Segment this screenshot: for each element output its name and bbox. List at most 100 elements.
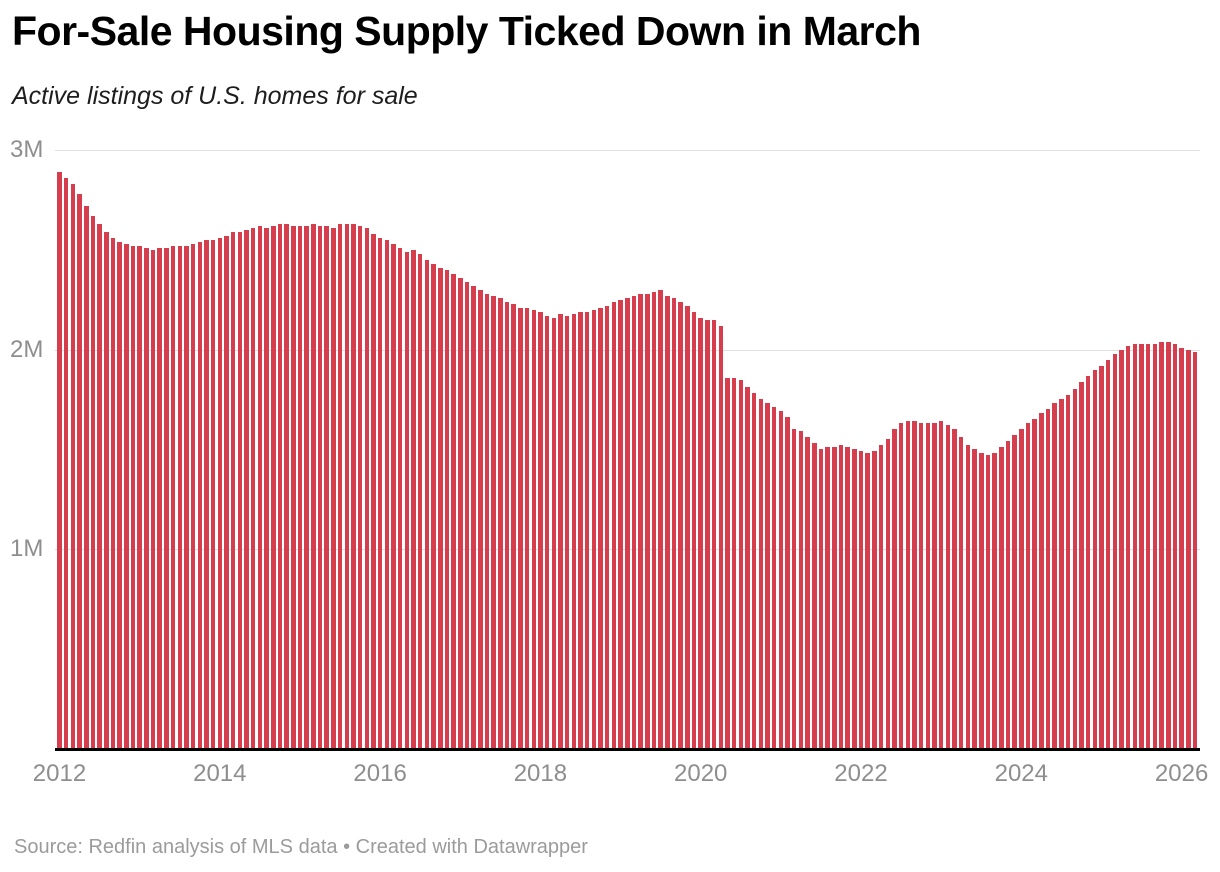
bar-2023-09[interactable]	[992, 453, 997, 748]
bar-2017-08[interactable]	[504, 301, 510, 748]
bar-2023-11[interactable]	[1005, 441, 1011, 748]
bar-2014-09[interactable]	[271, 226, 276, 748]
bar-2013-03[interactable]	[150, 250, 156, 748]
bar-2017-04[interactable]	[478, 289, 483, 748]
bar-2021-08[interactable]	[825, 447, 830, 748]
bar-2013-02[interactable]	[144, 248, 149, 748]
bar-2022-01[interactable]	[858, 451, 864, 748]
bar-2024-06[interactable]	[1052, 403, 1057, 748]
bar-2016-11[interactable]	[444, 269, 450, 748]
bar-2012-05[interactable]	[84, 206, 89, 748]
bar-2019-10[interactable]	[678, 301, 683, 748]
bar-2018-04[interactable]	[558, 313, 563, 748]
bar-2016-05[interactable]	[404, 252, 410, 748]
bar-2024-09[interactable]	[1072, 389, 1077, 748]
bar-2019-05[interactable]	[645, 293, 650, 748]
bar-2020-08[interactable]	[745, 387, 750, 748]
bar-2017-03[interactable]	[471, 285, 476, 748]
bar-2014-07[interactable]	[257, 226, 263, 748]
bar-2025-04[interactable]	[1119, 349, 1124, 748]
bar-2020-12[interactable]	[771, 407, 777, 748]
bar-2024-05[interactable]	[1045, 409, 1051, 748]
bar-2013-04[interactable]	[157, 248, 162, 748]
bar-2025-03[interactable]	[1112, 353, 1118, 748]
bar-2014-06[interactable]	[250, 228, 256, 748]
bar-2015-05[interactable]	[324, 226, 329, 748]
bar-2016-01[interactable]	[377, 238, 383, 748]
bar-2024-01[interactable]	[1019, 429, 1024, 748]
bar-2024-11[interactable]	[1085, 375, 1091, 748]
bar-2020-07[interactable]	[738, 379, 744, 748]
bar-2013-09[interactable]	[190, 244, 196, 748]
bar-2015-09[interactable]	[351, 224, 356, 748]
bar-2022-10[interactable]	[918, 423, 924, 748]
bar-2021-01[interactable]	[778, 411, 784, 748]
bar-2016-12[interactable]	[451, 273, 456, 748]
bar-2015-11[interactable]	[364, 228, 370, 748]
bar-2012-08[interactable]	[104, 232, 109, 748]
bar-2026-01[interactable]	[1179, 347, 1184, 748]
bar-2025-02[interactable]	[1105, 359, 1111, 748]
bar-2014-05[interactable]	[244, 230, 249, 748]
bar-2022-04[interactable]	[878, 445, 884, 748]
bar-2021-09[interactable]	[832, 447, 837, 748]
bar-2021-12[interactable]	[852, 449, 857, 748]
bar-2013-11[interactable]	[204, 240, 209, 748]
bar-2024-07[interactable]	[1059, 399, 1064, 748]
bar-2021-06[interactable]	[812, 443, 817, 748]
bar-2015-07[interactable]	[337, 224, 343, 748]
bar-2021-05[interactable]	[805, 437, 810, 748]
bar-2020-04[interactable]	[718, 325, 724, 748]
bar-2015-01[interactable]	[297, 226, 303, 748]
bar-2022-08[interactable]	[905, 421, 911, 748]
bar-2024-10[interactable]	[1079, 381, 1084, 748]
bar-2014-11[interactable]	[284, 224, 289, 748]
bar-2012-03[interactable]	[70, 184, 76, 748]
bar-2019-12[interactable]	[691, 311, 697, 748]
bar-2014-12[interactable]	[291, 226, 296, 748]
bar-2016-04[interactable]	[397, 248, 403, 748]
bar-2021-03[interactable]	[791, 429, 797, 748]
bar-2017-05[interactable]	[484, 293, 490, 748]
bar-2023-05[interactable]	[965, 445, 971, 748]
bar-2016-06[interactable]	[411, 250, 416, 748]
bar-2018-09[interactable]	[591, 309, 597, 748]
bar-2024-04[interactable]	[1039, 413, 1044, 748]
bar-2019-06[interactable]	[651, 291, 657, 748]
bar-2022-07[interactable]	[898, 423, 904, 748]
bar-2018-01[interactable]	[538, 311, 543, 748]
bar-2025-11[interactable]	[1166, 341, 1171, 748]
bar-2020-05[interactable]	[725, 377, 730, 748]
bar-2023-07[interactable]	[979, 453, 984, 748]
bar-2021-10[interactable]	[838, 445, 844, 748]
bar-2018-08[interactable]	[584, 311, 590, 748]
bar-2017-02[interactable]	[464, 281, 470, 748]
bar-2012-10[interactable]	[117, 242, 122, 748]
bar-2025-07[interactable]	[1139, 343, 1144, 748]
bar-2021-07[interactable]	[818, 449, 824, 748]
bar-2022-12[interactable]	[932, 423, 937, 748]
bar-2023-08[interactable]	[985, 455, 991, 748]
bar-2023-04[interactable]	[958, 437, 964, 748]
bar-2012-01[interactable]	[57, 172, 62, 748]
bar-2021-04[interactable]	[798, 431, 804, 748]
bar-2020-06[interactable]	[731, 377, 737, 748]
bar-2025-12[interactable]	[1172, 343, 1178, 748]
bar-2025-01[interactable]	[1099, 365, 1104, 748]
bar-2020-10[interactable]	[758, 399, 764, 748]
bar-2024-08[interactable]	[1065, 395, 1071, 748]
bar-2022-05[interactable]	[885, 439, 890, 748]
bar-2015-06[interactable]	[331, 228, 336, 748]
bar-2023-02[interactable]	[945, 425, 951, 748]
bar-2018-12[interactable]	[611, 301, 617, 748]
bar-2017-12[interactable]	[531, 309, 536, 748]
bar-2013-10[interactable]	[197, 242, 203, 748]
bar-2016-08[interactable]	[424, 260, 430, 748]
bar-2015-08[interactable]	[344, 224, 349, 748]
bar-2019-03[interactable]	[631, 295, 637, 748]
bar-2020-01[interactable]	[698, 317, 703, 748]
bar-2020-03[interactable]	[711, 319, 717, 748]
bar-2012-07[interactable]	[97, 224, 102, 748]
bar-2025-10[interactable]	[1159, 341, 1164, 748]
bar-2020-11[interactable]	[765, 403, 770, 748]
